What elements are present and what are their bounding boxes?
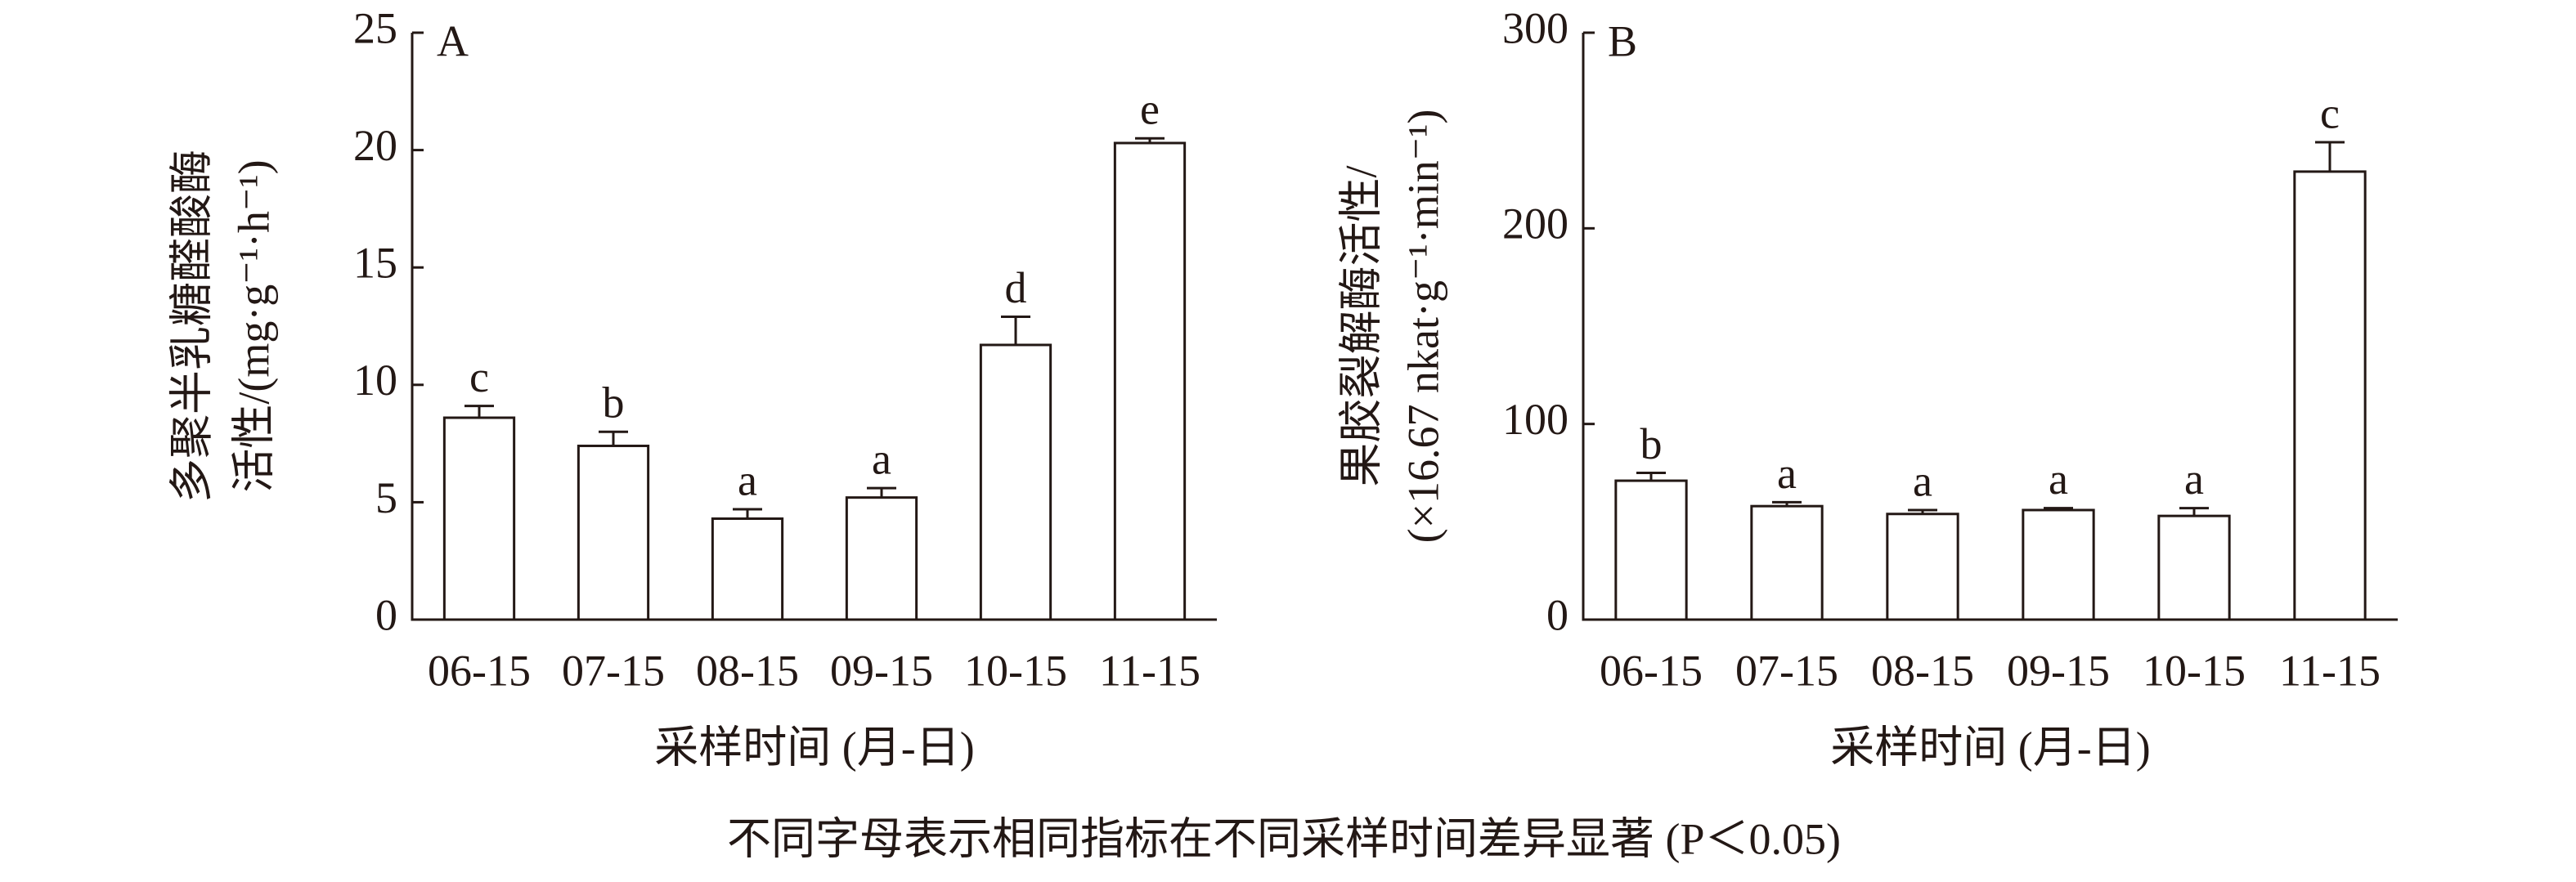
error-bar	[867, 486, 896, 498]
x-tick-label: 10-15	[2143, 646, 2246, 695]
y-tick-label: 10	[353, 356, 397, 405]
significance-letter: a	[2184, 454, 2204, 504]
error-bar	[2315, 141, 2345, 172]
bar	[1113, 141, 1187, 621]
y-tick-label: 5	[375, 473, 397, 522]
bar	[2157, 514, 2231, 621]
y-tick-label: 0	[375, 590, 397, 639]
y-axis-label: 活性/(mg·g⁻¹·h⁻¹)	[229, 159, 278, 492]
error-bar	[1908, 508, 1937, 514]
y-axis-label: (×16.67 nkat·g⁻¹·min⁻¹)	[1398, 110, 1447, 544]
error-bar	[2044, 507, 2073, 510]
x-tick-label: 08-15	[696, 646, 799, 695]
y-tick-label: 25	[353, 3, 397, 52]
y-tick-label: 100	[1502, 395, 1568, 444]
y-axis-label: 果胶裂解酶活性/	[1336, 165, 1385, 486]
x-tick-label: 10-15	[964, 646, 1067, 695]
significance-letter: e	[1140, 85, 1160, 134]
x-tick-label: 07-15	[1735, 646, 1838, 695]
x-tick-label: 11-15	[2279, 646, 2381, 695]
x-tick-label: 09-15	[2007, 646, 2110, 695]
significance-letter: c	[469, 352, 489, 401]
error-bar	[1636, 472, 1666, 481]
y-tick-label: 200	[1502, 199, 1568, 248]
significance-letter: a	[1913, 456, 1932, 505]
significance-letter: a	[872, 435, 891, 484]
error-bar	[2179, 507, 2209, 517]
y-tick-label: 300	[1502, 3, 1568, 52]
bar	[577, 444, 650, 621]
x-tick-label: 07-15	[562, 646, 665, 695]
bar	[442, 416, 516, 621]
bar	[711, 517, 784, 621]
error-bar	[1001, 316, 1030, 345]
significance-letter: b	[603, 378, 625, 428]
y-tick-label: 20	[353, 121, 397, 170]
x-tick-label: 06-15	[1600, 646, 1703, 695]
bar	[1750, 504, 1824, 621]
y-axis-label: 多聚半乳糖醛酸酶	[167, 150, 216, 503]
bar	[2022, 508, 2095, 621]
error-bar	[1135, 137, 1165, 143]
bar	[845, 496, 918, 621]
significance-letter: a	[738, 455, 757, 504]
error-bar	[464, 405, 494, 419]
x-axis-label: 采样时间 (月-日)	[654, 723, 974, 772]
error-bar	[1772, 500, 1802, 507]
panel-label: B	[1608, 16, 1637, 65]
footnote: 不同字母表示相同指标在不同采样时间差异显著 (P＜0.05)	[727, 814, 1841, 863]
axes	[1582, 33, 2398, 621]
significance-letter: b	[1640, 419, 1663, 468]
significance-letter: a	[1777, 449, 1797, 498]
significance-letter: c	[2320, 88, 2340, 137]
x-tick-label: 09-15	[830, 646, 933, 695]
bar	[1886, 513, 1959, 621]
significance-letter: a	[2049, 454, 2068, 504]
bar	[2293, 170, 2367, 621]
y-tick-label: 0	[1546, 590, 1568, 639]
x-tick-label: 11-15	[1099, 646, 1200, 695]
panel-label: A	[437, 16, 469, 65]
significance-letter: d	[1005, 263, 1027, 312]
x-axis-label: 采样时间 (月-日)	[1830, 723, 2150, 772]
error-bar	[599, 430, 628, 446]
y-tick-label: 15	[353, 239, 397, 288]
x-tick-label: 08-15	[1871, 646, 1974, 695]
bar	[1614, 479, 1688, 621]
axes	[411, 33, 1217, 621]
bar	[979, 343, 1052, 621]
error-bar	[733, 508, 762, 519]
x-tick-label: 06-15	[428, 646, 531, 695]
